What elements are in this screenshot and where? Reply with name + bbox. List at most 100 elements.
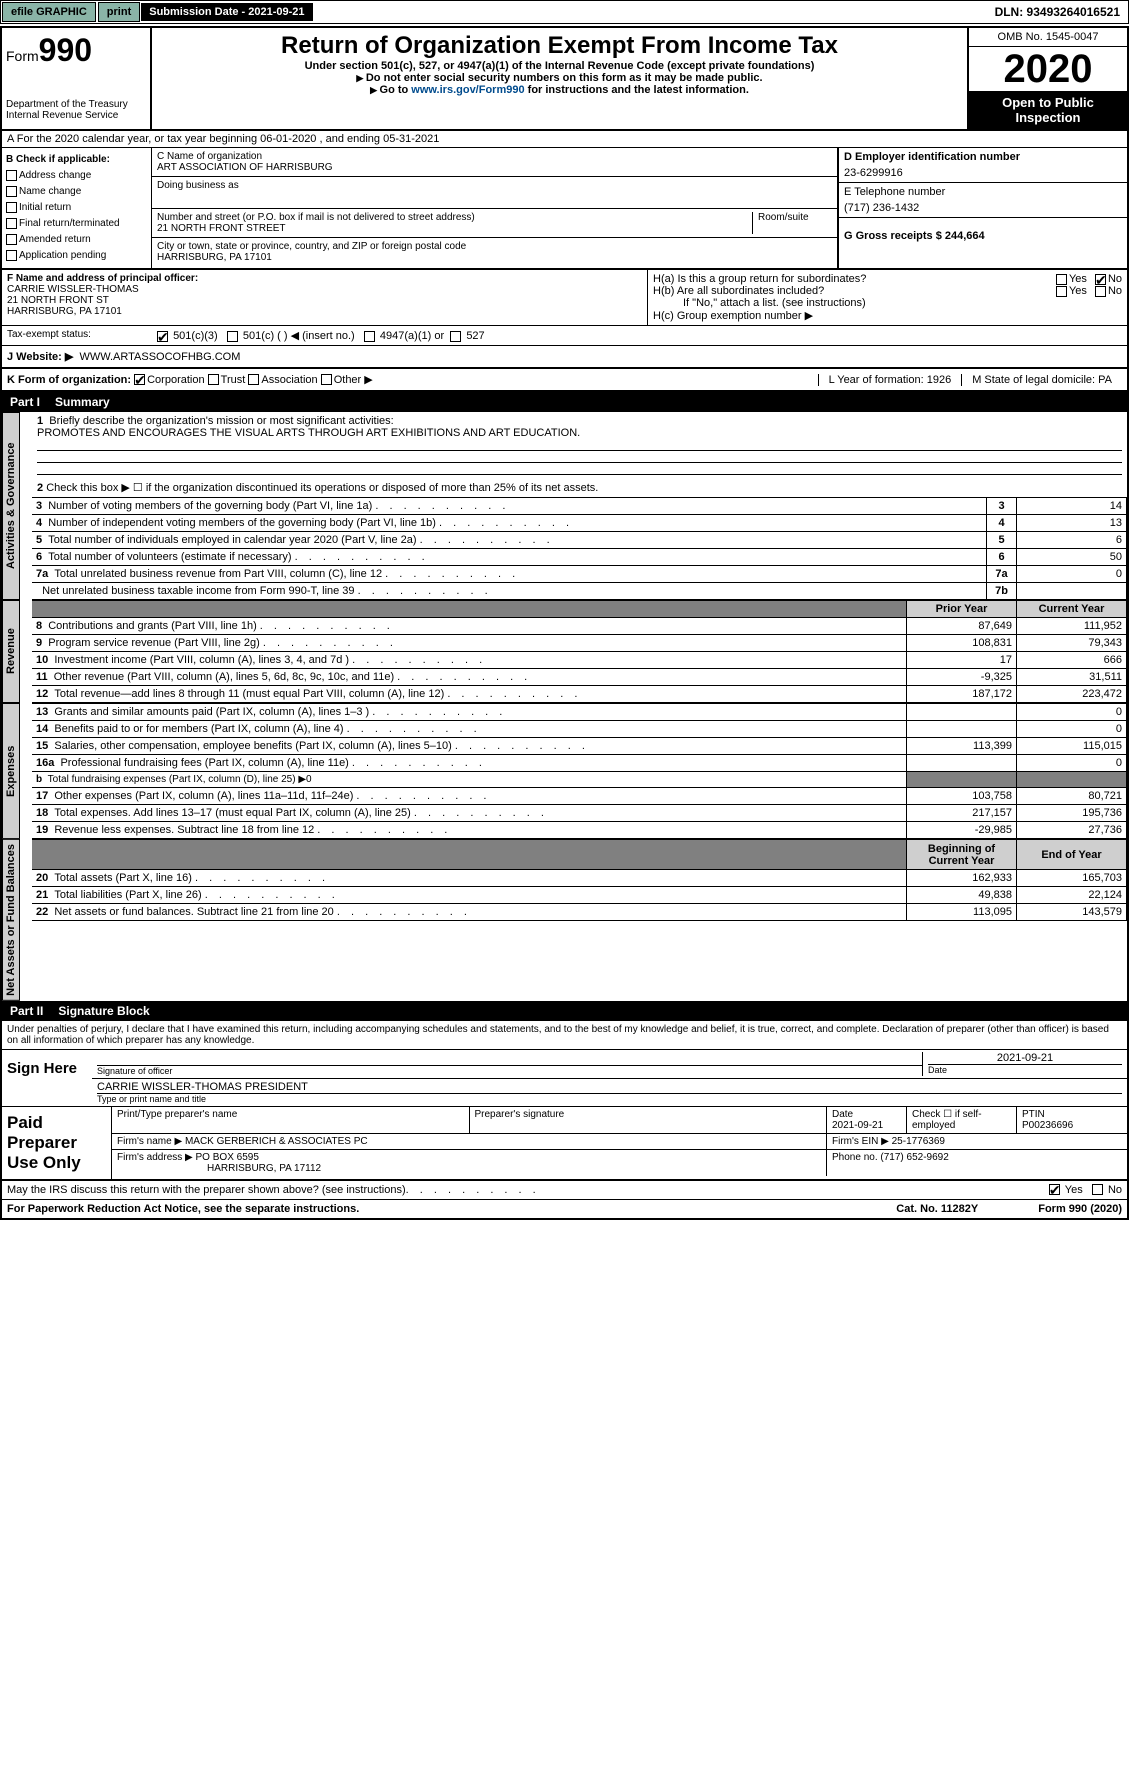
- org-name: ART ASSOCIATION OF HARRISBURG: [157, 162, 832, 173]
- check-initial[interactable]: Initial return: [6, 200, 147, 216]
- city-label: City or town, state or province, country…: [157, 241, 832, 252]
- phone-value: (717) 236-1432: [844, 198, 1122, 214]
- part-ii-label: Part II: [10, 1004, 43, 1018]
- print-button[interactable]: print: [98, 2, 140, 22]
- firm-addr2: HARRISBURG, PA 17112: [117, 1163, 321, 1174]
- discuss-yes[interactable]: [1049, 1184, 1060, 1195]
- part-i-title: Summary: [55, 395, 110, 409]
- city-state-zip: HARRISBURG, PA 17101: [157, 252, 832, 263]
- column-b: B Check if applicable: Address change Na…: [2, 148, 152, 268]
- tax-exempt-row: Tax-exempt status: 501(c)(3) 501(c) ( ) …: [2, 326, 1127, 346]
- website-value: WWW.ARTASSOCOFHBG.COM: [79, 351, 240, 363]
- org-name-label: C Name of organization: [157, 151, 832, 162]
- governance-table: 3 Number of voting members of the govern…: [32, 497, 1127, 600]
- officer-addr2: HARRISBURG, PA 17101: [7, 306, 642, 317]
- part-ii-header: Part II Signature Block: [2, 1001, 1127, 1021]
- check-final[interactable]: Final return/terminated: [6, 216, 147, 232]
- discuss-row: May the IRS discuss this return with the…: [2, 1181, 1127, 1200]
- column-d: D Employer identification number 23-6299…: [837, 148, 1127, 268]
- check-amended[interactable]: Amended return: [6, 232, 147, 248]
- officer-addr1: 21 NORTH FRONT ST: [7, 295, 642, 306]
- efile-label: efile GRAPHIC: [2, 2, 96, 22]
- tax-exempt-label: Tax-exempt status:: [2, 326, 152, 345]
- check-address[interactable]: Address change: [6, 168, 147, 184]
- check-assoc[interactable]: [248, 374, 259, 385]
- k-label: K Form of organization:: [7, 374, 131, 386]
- tax-year: 2020: [969, 47, 1127, 91]
- col-b-title: B Check if applicable:: [6, 152, 147, 168]
- ha-label: H(a) Is this a group return for subordin…: [653, 273, 1056, 285]
- expenses-table: 13 Grants and similar amounts paid (Part…: [32, 703, 1127, 839]
- m-state: M State of legal domicile: PA: [961, 374, 1122, 386]
- hb-label: H(b) Are all subordinates included?: [653, 285, 1056, 297]
- hc-label: H(c) Group exemption number ▶: [653, 309, 1122, 322]
- top-toolbar: efile GRAPHIC print Submission Date - 20…: [0, 0, 1129, 24]
- phone-label: E Telephone number: [844, 186, 1122, 198]
- ptin-value: P00236696: [1022, 1120, 1122, 1131]
- firm-addr1: PO BOX 6595: [196, 1152, 259, 1163]
- dept-label: Department of the Treasury Internal Reve…: [6, 99, 146, 121]
- ein-label: D Employer identification number: [844, 151, 1122, 163]
- addr-label: Number and street (or P.O. box if mail i…: [157, 212, 752, 223]
- form-number: 990: [39, 32, 92, 68]
- header-left: Form990 Department of the Treasury Inter…: [2, 28, 152, 129]
- check-other[interactable]: [321, 374, 332, 385]
- gross-receipts: G Gross receipts $ 244,664: [844, 230, 985, 242]
- side-net: Net Assets or Fund Balances: [2, 839, 20, 1001]
- form-subtitle: Under section 501(c), 527, or 4947(a)(1)…: [156, 60, 963, 72]
- l-year: L Year of formation: 1926: [818, 374, 962, 386]
- cat-no: Cat. No. 11282Y: [896, 1203, 978, 1215]
- instruction-1: Do not enter social security numbers on …: [156, 72, 963, 84]
- hb-no[interactable]: [1095, 286, 1106, 297]
- sign-here-block: Sign Here Signature of officer 2021-09-2…: [2, 1050, 1127, 1107]
- hb-note: If "No," attach a list. (see instruction…: [653, 297, 1122, 309]
- ein-value: 23-6299916: [844, 163, 1122, 179]
- prep-name-label: Print/Type preparer's name: [112, 1107, 470, 1133]
- omb-number: OMB No. 1545-0047: [969, 28, 1127, 47]
- firm-name: MACK GERBERICH & ASSOCIATES PC: [185, 1136, 368, 1147]
- discuss-no[interactable]: [1092, 1184, 1103, 1195]
- mission-text: PROMOTES AND ENCOURAGES THE VISUAL ARTS …: [37, 427, 580, 439]
- instruction-2: Go to www.irs.gov/Form990 for instructio…: [156, 84, 963, 96]
- typed-label: Type or print name and title: [97, 1094, 1122, 1104]
- check-501c3[interactable]: [157, 331, 168, 342]
- submission-date: Submission Date - 2021-09-21: [141, 3, 312, 21]
- block-f-h: F Name and address of principal officer:…: [2, 270, 1127, 326]
- principal-officer: F Name and address of principal officer:…: [2, 270, 647, 325]
- website-row: J Website: ▶ WWW.ARTASSOCOFHBG.COM: [2, 346, 1127, 369]
- summary-governance: Activities & Governance 1 Briefly descri…: [2, 412, 1127, 600]
- sig-officer-label: Signature of officer: [97, 1066, 922, 1076]
- officer-name: CARRIE WISSLER-THOMAS: [7, 284, 642, 295]
- k-row: K Form of organization: Corporation Trus…: [2, 369, 1127, 392]
- form-footer: Form 990 (2020): [1038, 1203, 1122, 1215]
- paid-preparer-block: Paid Preparer Use Only Print/Type prepar…: [2, 1107, 1127, 1181]
- footer-row: For Paperwork Reduction Act Notice, see …: [2, 1200, 1127, 1218]
- summary-expenses: Expenses 13 Grants and similar amounts p…: [2, 703, 1127, 839]
- form-container: Form990 Department of the Treasury Inter…: [0, 26, 1129, 1220]
- irs-link[interactable]: www.irs.gov/Form990: [411, 84, 524, 96]
- header-right: OMB No. 1545-0047 2020 Open to Public In…: [967, 28, 1127, 129]
- ha-no[interactable]: [1095, 274, 1106, 285]
- check-pending[interactable]: Application pending: [6, 248, 147, 264]
- side-governance: Activities & Governance: [2, 412, 20, 600]
- hb-yes[interactable]: [1056, 286, 1067, 297]
- check-name[interactable]: Name change: [6, 184, 147, 200]
- sig-date: 2021-09-21: [928, 1052, 1122, 1065]
- check-trust[interactable]: [208, 374, 219, 385]
- check-corp[interactable]: [134, 374, 145, 385]
- check-501c[interactable]: [227, 331, 238, 342]
- sig-date-label: Date: [928, 1065, 1122, 1075]
- h-section: H(a) Is this a group return for subordin…: [647, 270, 1127, 325]
- form-header: Form990 Department of the Treasury Inter…: [2, 28, 1127, 131]
- part-i-label: Part I: [10, 395, 40, 409]
- section-a: A For the 2020 calendar year, or tax yea…: [2, 131, 1127, 148]
- perjury-text: Under penalties of perjury, I declare th…: [2, 1021, 1127, 1050]
- self-employed: Check ☐ if self-employed: [907, 1107, 1017, 1133]
- ha-yes[interactable]: [1056, 274, 1067, 285]
- net-table: Beginning of Current YearEnd of Year20 T…: [32, 839, 1127, 921]
- check-4947[interactable]: [364, 331, 375, 342]
- paperwork-notice: For Paperwork Reduction Act Notice, see …: [7, 1203, 359, 1215]
- summary-net: Net Assets or Fund Balances Beginning of…: [2, 839, 1127, 1001]
- website-label: J Website: ▶: [7, 350, 73, 363]
- check-527[interactable]: [450, 331, 461, 342]
